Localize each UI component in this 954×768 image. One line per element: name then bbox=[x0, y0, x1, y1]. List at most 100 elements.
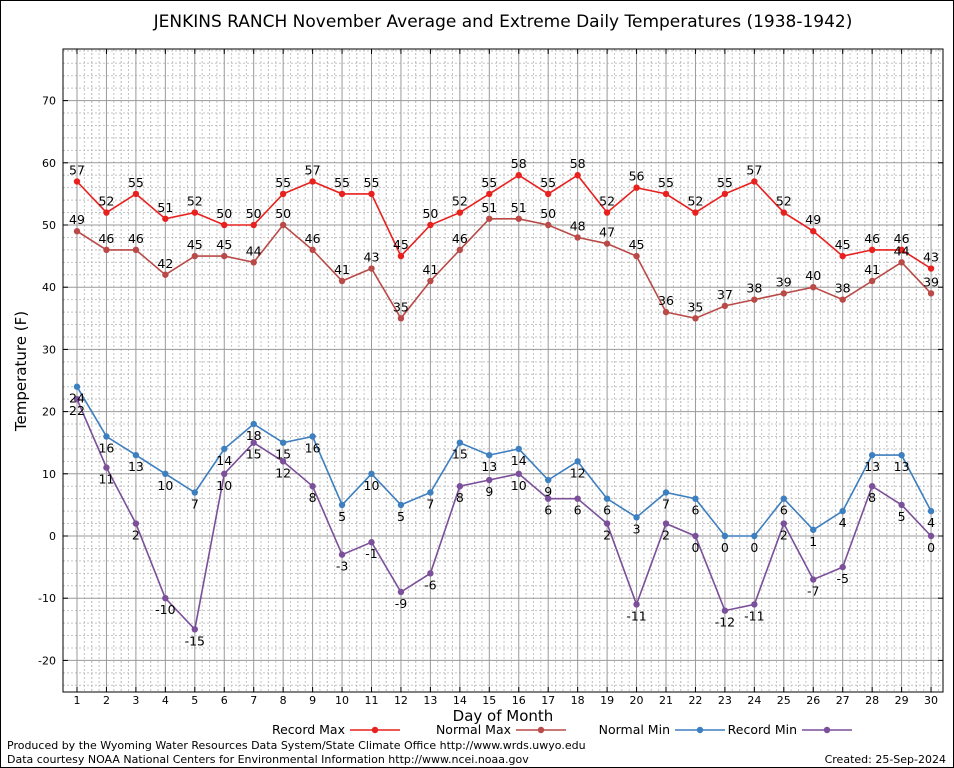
y-tick-label: 30 bbox=[42, 343, 56, 356]
record-min-point bbox=[309, 483, 316, 490]
record-min-point bbox=[603, 520, 611, 527]
y-tick-label: 20 bbox=[42, 406, 56, 419]
normal-max-point bbox=[456, 246, 464, 254]
normal-max-point bbox=[162, 271, 169, 278]
x-tick-label: 27 bbox=[836, 694, 850, 707]
normal-min-data-label: 5 bbox=[397, 509, 405, 524]
x-tick-label: 30 bbox=[924, 694, 938, 707]
legend-marker-normal-max bbox=[537, 726, 545, 734]
footer-created-date: Created: 25-Sep-2024 bbox=[825, 753, 946, 766]
normal-max-data-label: 38 bbox=[746, 281, 762, 296]
normal-min-data-label: 5 bbox=[338, 509, 346, 524]
normal-max-data-label: 35 bbox=[687, 299, 703, 314]
normal-max-data-label: 46 bbox=[128, 231, 144, 246]
record-max-point bbox=[898, 246, 905, 254]
normal-max-point bbox=[780, 290, 787, 297]
normal-min-point bbox=[751, 532, 758, 540]
record-min-point bbox=[515, 470, 522, 477]
normal-min-data-label: 18 bbox=[246, 428, 262, 443]
record-min-point bbox=[662, 520, 670, 527]
record-min-point bbox=[780, 520, 787, 527]
record-min-data-label: 2 bbox=[132, 528, 140, 543]
x-tick-label: 25 bbox=[777, 694, 791, 707]
legend-marker-normal-min bbox=[696, 726, 704, 734]
record-max-point bbox=[397, 252, 405, 260]
record-min-point bbox=[73, 395, 81, 403]
legend: Record Max Normal Max Normal Min Record Min bbox=[272, 722, 852, 737]
normal-max-point bbox=[515, 215, 522, 222]
normal-max-point bbox=[103, 246, 110, 254]
record-max-point bbox=[603, 209, 611, 216]
record-max-point bbox=[191, 209, 198, 216]
x-tick-label: 6 bbox=[221, 694, 228, 707]
y-tick-label: 70 bbox=[42, 95, 56, 108]
record-max-data-label: 52 bbox=[452, 194, 468, 209]
normal-max-point bbox=[309, 246, 316, 254]
normal-min-point bbox=[486, 451, 493, 459]
record-min-point bbox=[162, 595, 169, 602]
normal-max-data-label: 40 bbox=[805, 268, 821, 283]
normal-min-data-label: 16 bbox=[98, 440, 114, 455]
normal-max-data-label: 46 bbox=[305, 231, 321, 246]
record-max-data-label: 55 bbox=[481, 175, 497, 190]
x-tick-label: 10 bbox=[335, 694, 349, 707]
record-max-point bbox=[574, 172, 581, 179]
normal-min-data-label: 13 bbox=[864, 459, 880, 474]
normal-min-data-label: 10 bbox=[364, 478, 380, 493]
record-min-point bbox=[250, 439, 257, 446]
record-min-point bbox=[368, 539, 375, 546]
normal-min-point bbox=[898, 451, 905, 459]
record-min-data-label: 11 bbox=[98, 472, 114, 487]
normal-min-point bbox=[73, 383, 81, 390]
normal-min-data-label: 6 bbox=[603, 503, 611, 518]
x-tick-label: 12 bbox=[394, 694, 408, 707]
record-max-point bbox=[162, 215, 169, 222]
record-max-point bbox=[132, 190, 140, 198]
record-min-point bbox=[927, 532, 935, 540]
normal-max-data-label: 42 bbox=[157, 256, 173, 271]
record-max-point bbox=[427, 221, 434, 229]
record-min-data-label: 12 bbox=[275, 465, 291, 480]
record-max-data-label: 55 bbox=[128, 175, 144, 190]
record-max-data-label: 55 bbox=[658, 175, 674, 190]
record-max-point bbox=[279, 190, 287, 198]
normal-min-point bbox=[603, 495, 611, 502]
x-tick-label: 9 bbox=[309, 694, 316, 707]
normal-min-point bbox=[662, 489, 670, 496]
record-max-data-label: 56 bbox=[629, 169, 645, 184]
normal-min-point bbox=[868, 451, 876, 459]
normal-max-point bbox=[132, 246, 140, 254]
x-tick-label: 19 bbox=[600, 694, 614, 707]
y-axis-label: Temperature (F) bbox=[12, 311, 30, 432]
record-max-point bbox=[810, 228, 817, 235]
normal-min-point bbox=[633, 514, 640, 521]
record-min-data-label: -5 bbox=[836, 571, 848, 586]
normal-max-point bbox=[603, 240, 611, 247]
record-min-point bbox=[456, 483, 464, 490]
record-min-data-label: 8 bbox=[309, 490, 317, 505]
normal-min-point bbox=[250, 420, 257, 428]
record-max-point bbox=[751, 178, 758, 185]
record-min-point bbox=[191, 626, 198, 633]
record-max-point bbox=[692, 209, 699, 216]
x-tick-label: 21 bbox=[659, 694, 673, 707]
normal-max-data-label: 35 bbox=[393, 299, 409, 314]
normal-max-point bbox=[898, 259, 905, 266]
normal-min-point bbox=[574, 458, 581, 465]
normal-min-data-label: 13 bbox=[128, 459, 144, 474]
y-tick-label: 50 bbox=[42, 219, 56, 232]
record-max-data-label: 55 bbox=[275, 175, 291, 190]
normal-min-point bbox=[692, 495, 699, 502]
record-min-point bbox=[810, 576, 817, 583]
record-min-data-label: 5 bbox=[898, 509, 906, 524]
record-max-data-label: 51 bbox=[157, 200, 173, 215]
x-axis-label: Day of Month bbox=[453, 707, 554, 725]
legend-label-normal-max: Normal Max bbox=[436, 722, 511, 737]
normal-max-point bbox=[574, 234, 581, 241]
record-max-point bbox=[927, 265, 935, 272]
normal-min-point bbox=[103, 433, 110, 440]
x-tick-label: 23 bbox=[718, 694, 732, 707]
normal-max-data-label: 48 bbox=[570, 218, 586, 233]
